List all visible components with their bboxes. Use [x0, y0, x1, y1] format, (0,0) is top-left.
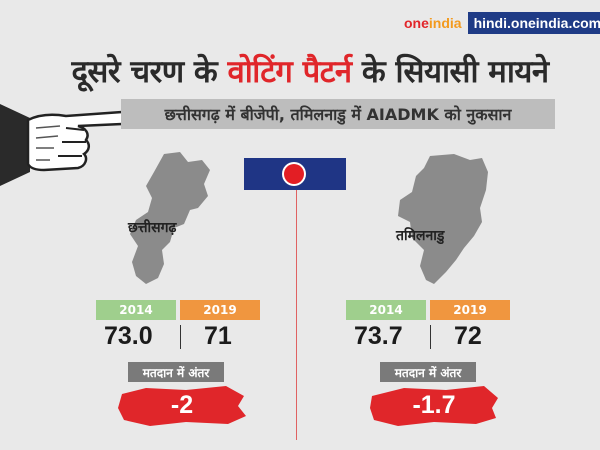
brand: oneindia hindi.oneindia.com	[404, 12, 600, 34]
center-badge	[244, 158, 346, 190]
turnout-2019-value: 72	[454, 322, 482, 350]
turnout-2019-value: 71	[204, 322, 232, 350]
page-title: दूसरे चरण के वोटिंग पैटर्न के सियासी माय…	[71, 54, 549, 90]
year-2014-chip: 2014	[96, 300, 176, 320]
center-divider	[296, 172, 297, 440]
brush-stroke	[118, 386, 246, 426]
state-label-tamil-nadu: तमिलनाडु	[396, 228, 445, 244]
turnout-diff-label: मतदान में अंतर	[128, 362, 224, 382]
turnout-diff-label: मतदान में अंतर	[380, 362, 476, 382]
pointing-hand-icon	[0, 98, 130, 192]
turnout-diff-value: -1.7	[412, 391, 456, 419]
year-2019-chip: 2019	[180, 300, 260, 320]
subtitle: छत्तीसगढ़ में बीजेपी, तमिलनाडु में AIADM…	[121, 99, 555, 129]
brand-url[interactable]: hindi.oneindia.com	[467, 12, 600, 34]
brush-stroke	[370, 386, 498, 426]
chhattisgarh-map	[118, 150, 218, 294]
value-separator	[430, 325, 431, 349]
year-2014-chip: 2014	[346, 300, 426, 320]
state-label-chhattisgarh: छत्तीसगढ़	[128, 220, 177, 236]
turnout-2014-value: 73.7	[354, 322, 403, 350]
red-dot-icon	[284, 164, 304, 184]
oneindia-logo: oneindia	[404, 15, 462, 31]
value-separator	[180, 325, 181, 349]
turnout-diff-value: -2	[170, 391, 194, 419]
tamil-nadu-map	[390, 150, 500, 294]
year-2019-chip: 2019	[430, 300, 510, 320]
turnout-2014-value: 73.0	[104, 322, 153, 350]
